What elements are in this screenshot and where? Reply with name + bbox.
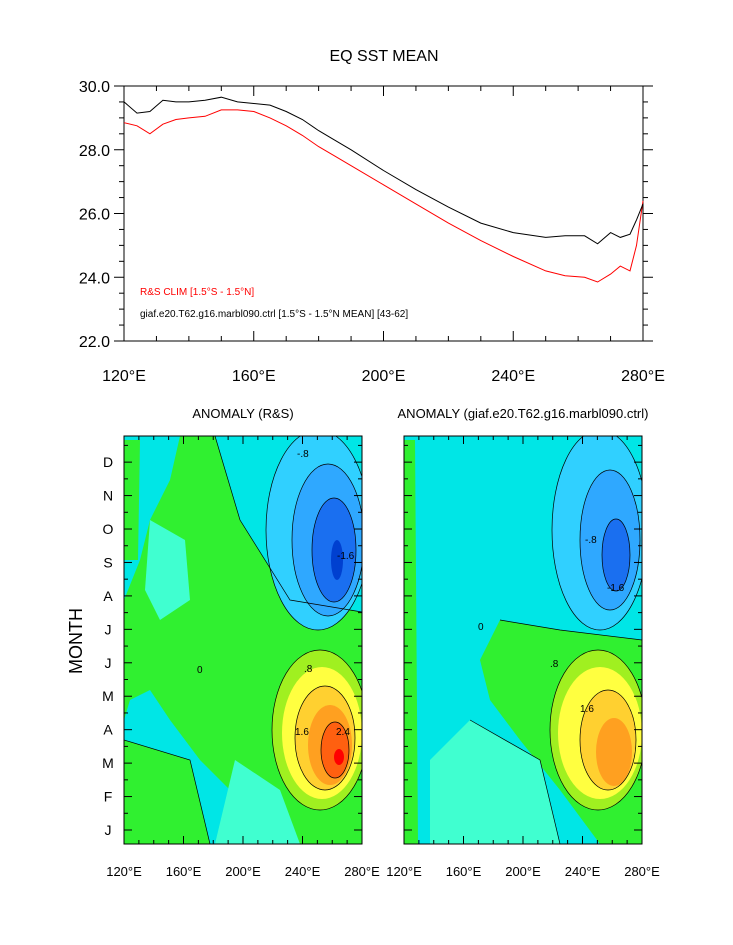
left-heatmap-title: ANOMALY (R&S) [192,406,293,421]
contour-label: 0 [478,622,484,633]
month-label: J [105,655,112,671]
month-label: S [103,554,112,570]
line-chart-axes: 120°E 160°E 200°E 240°E 280°E 30.0 28.0 26.0 24.… [79,79,665,385]
line-chart-series [123,96,644,283]
y-tick-label: 22.0 [79,334,110,351]
contour-label: 2.4 [336,727,350,738]
contour-label: .8 [550,659,559,670]
month-label: A [103,722,113,738]
x-tick-label: 160°E [166,864,202,879]
contour-label: -1.6 [607,583,625,594]
x-tick-label: 200°E [362,368,406,385]
contour-label: -.8 [585,535,597,546]
series-line-model [123,96,644,245]
month-label: O [103,521,114,537]
line-chart-title: EQ SST MEAN [329,48,438,65]
x-tick-label: 120°E [106,864,142,879]
y-tick-label: 26.0 [79,207,110,224]
heatmap-ylabel: MONTH [66,608,86,674]
plot-frame [123,85,644,342]
contour-label: -.8 [297,449,309,460]
x-tick-label: 160°E [446,864,482,879]
series-line-rs [123,109,644,283]
right-heatmap-axes: 120°E 160°E 200°E 240°E 280°E [386,435,660,879]
x-tick-label: 240°E [491,368,535,385]
left-contour-labels: -.8 -1.6 .8 1.6 2.4 0 [197,449,355,738]
right-heatmap-title: ANOMALY (giaf.e20.T62.g16.marbl090.ctrl) [398,406,649,421]
x-tick-label: 200°E [505,864,541,879]
contour-label: 1.6 [580,704,594,715]
y-tick-label: 30.0 [79,79,110,96]
contour-label: .8 [304,664,313,675]
right-heatmap-field [404,436,642,844]
month-label: D [103,454,113,470]
x-tick-label: 280°E [624,864,660,879]
x-tick-label: 200°E [225,864,261,879]
legend-entry-model: giaf.e20.T62.g16.marbl090.ctrl [1.5°S - … [140,309,408,320]
x-tick-label: 120°E [386,864,422,879]
left-heatmap-field [124,436,362,844]
month-label: A [103,588,113,604]
x-tick-label: 280°E [344,864,380,879]
x-tick-label: 240°E [285,864,321,879]
contour-label: -1.6 [337,551,355,562]
right-contour-labels: -.8 -1.6 .8 1.6 0 [478,535,625,715]
month-label: F [104,789,113,805]
month-label: M [102,688,114,704]
y-tick-label: 28.0 [79,143,110,160]
month-label: N [103,488,113,504]
x-tick-label: 160°E [232,368,276,385]
month-label: J [105,621,112,637]
month-label: M [102,755,114,771]
x-tick-label: 280°E [621,368,665,385]
x-tick-label: 120°E [102,368,146,385]
month-label: J [105,822,112,838]
contour-label: 1.6 [295,727,309,738]
left-heatmap-axes: 120°E 160°E 200°E 240°E 280°E J F M A M J J A S O N D [102,435,380,879]
x-tick-label: 240°E [565,864,601,879]
y-tick-label: 24.0 [79,270,110,287]
contour-label: 0 [197,665,203,676]
legend-entry-rs: R&S CLIM [1.5°S - 1.5°N] [140,287,254,298]
